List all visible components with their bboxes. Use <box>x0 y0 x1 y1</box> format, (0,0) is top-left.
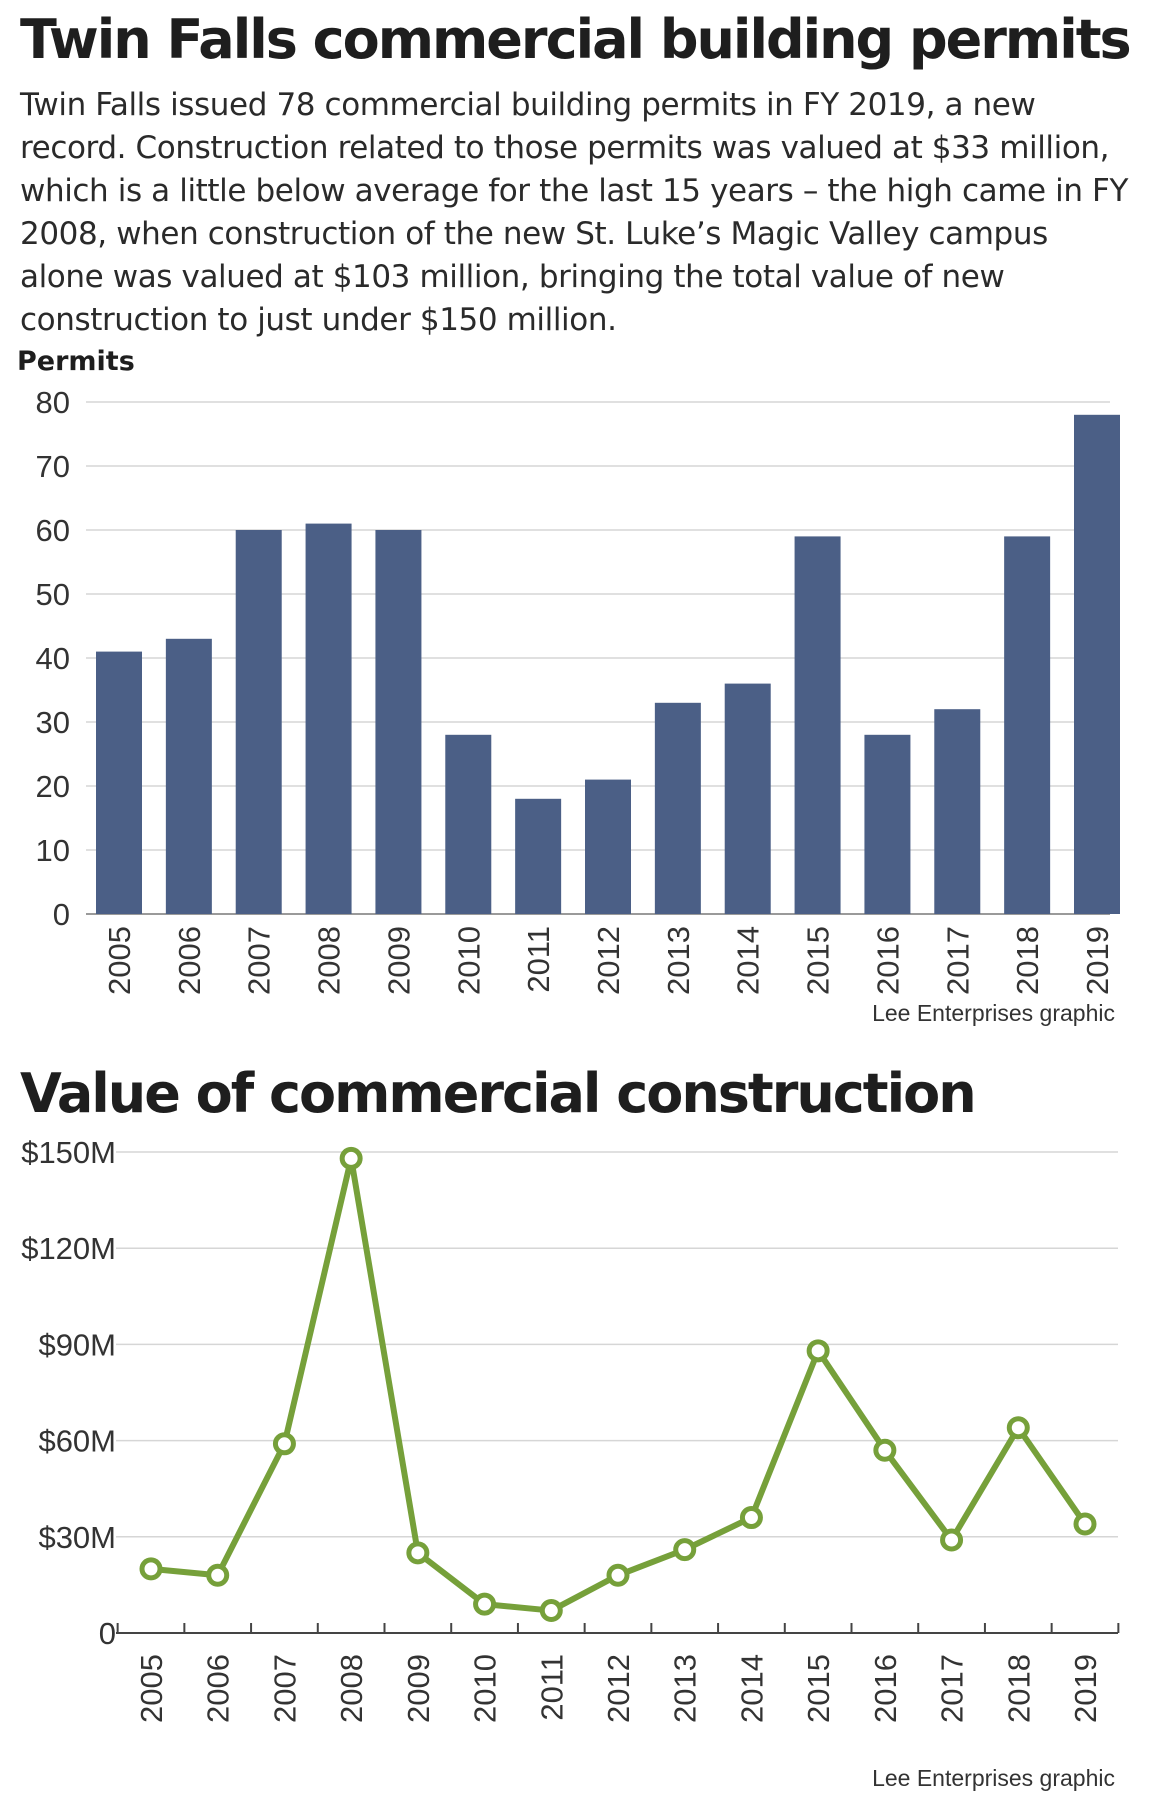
y-tick-label: 20 <box>36 769 70 804</box>
permits-axis-label: Permits <box>17 346 135 377</box>
x-tick-label: 2013 <box>668 1654 703 1723</box>
x-tick-label: 2010 <box>451 926 486 995</box>
bar <box>934 709 981 914</box>
data-point <box>139 1557 163 1581</box>
y-tick-label: 0 <box>53 897 70 932</box>
bar <box>585 779 631 914</box>
data-point <box>1073 1512 1097 1536</box>
x-tick-label: 2009 <box>401 1654 436 1723</box>
y-tick-label: 40 <box>36 641 70 676</box>
value-chart-title: Value of commercial construction <box>20 1062 977 1125</box>
x-tick-label: 2015 <box>801 926 836 995</box>
x-tick-label: 2007 <box>267 1654 302 1723</box>
x-tick-label: 2016 <box>870 926 905 995</box>
y-tick-label: $150M <box>21 1135 116 1170</box>
y-tick-label: $120M <box>21 1231 116 1266</box>
x-tick-label: 2007 <box>242 926 277 995</box>
x-tick-label: 2006 <box>172 926 207 995</box>
credit-label: Lee Enterprises graphic <box>872 1765 1115 1791</box>
bar <box>305 523 352 914</box>
x-tick-label: 2011 <box>521 926 556 993</box>
x-tick-label: 2015 <box>801 1654 836 1723</box>
bar <box>1074 414 1120 914</box>
x-tick-label: 2005 <box>102 926 137 995</box>
bar <box>864 734 911 914</box>
data-point <box>873 1438 897 1462</box>
x-tick-label: 2008 <box>312 926 347 995</box>
bar <box>654 702 701 914</box>
data-point <box>806 1339 830 1363</box>
x-tick-label: 2014 <box>731 926 766 995</box>
data-point <box>539 1599 563 1623</box>
bar <box>794 536 841 914</box>
data-point <box>272 1432 296 1456</box>
y-tick-label: $60M <box>38 1424 116 1459</box>
y-tick-label: 50 <box>36 577 70 612</box>
y-tick-label: 30 <box>36 705 70 740</box>
x-tick-label: 2012 <box>591 926 626 995</box>
x-tick-label: 2018 <box>1001 1654 1036 1723</box>
x-tick-label: 2011 <box>534 1654 569 1721</box>
credit-label: Lee Enterprises graphic <box>872 1000 1115 1026</box>
x-tick-label: 2016 <box>868 1654 903 1723</box>
y-tick-label: 60 <box>36 513 70 548</box>
permits-bar-chart: 0 10 20 30 40 50 60 70 80 2005 2006 2007 2008 2009 201… <box>36 385 1120 1026</box>
x-tick-label: 2006 <box>201 1654 236 1723</box>
x-tick-label: 2019 <box>1068 1654 1103 1723</box>
bar <box>375 530 422 914</box>
x-tick-label: 2010 <box>468 1654 503 1723</box>
data-point <box>206 1563 230 1587</box>
y-tick-label: 0 <box>99 1616 116 1651</box>
x-tick-label: 2013 <box>661 926 696 995</box>
data-point <box>739 1506 763 1530</box>
bar <box>165 638 212 914</box>
data-point <box>673 1538 697 1562</box>
chart-title: Twin Falls commercial building permits <box>20 8 1132 71</box>
chart-description: Twin Falls issued 78 commercial building… <box>20 87 1129 338</box>
y-tick-label: 80 <box>36 385 70 420</box>
data-point <box>339 1146 363 1170</box>
x-tick-label: 2005 <box>134 1654 169 1723</box>
x-tick-label: 2008 <box>334 1654 369 1723</box>
data-point <box>1006 1416 1030 1440</box>
x-tick-label: 2017 <box>940 926 975 995</box>
bar <box>724 683 771 914</box>
y-tick-label: 70 <box>36 449 70 484</box>
x-tick-label: 2014 <box>734 1654 769 1723</box>
data-point <box>473 1592 497 1616</box>
data-point <box>940 1528 964 1552</box>
y-tick-label: 10 <box>36 833 70 868</box>
bar <box>515 798 562 914</box>
data-point <box>606 1563 630 1587</box>
x-tick-label: 2012 <box>601 1654 636 1723</box>
x-tick-label: 2019 <box>1080 926 1115 995</box>
bar <box>235 530 282 914</box>
x-tick-label: 2018 <box>1010 926 1045 995</box>
y-tick-label: $30M <box>38 1520 116 1555</box>
x-tick-label: 2017 <box>935 1654 970 1723</box>
x-tick-label: 2009 <box>381 926 416 995</box>
bar <box>1004 536 1051 914</box>
y-tick-label: $90M <box>38 1327 116 1362</box>
bar <box>445 734 492 914</box>
bar <box>96 651 142 914</box>
data-point <box>406 1541 430 1565</box>
